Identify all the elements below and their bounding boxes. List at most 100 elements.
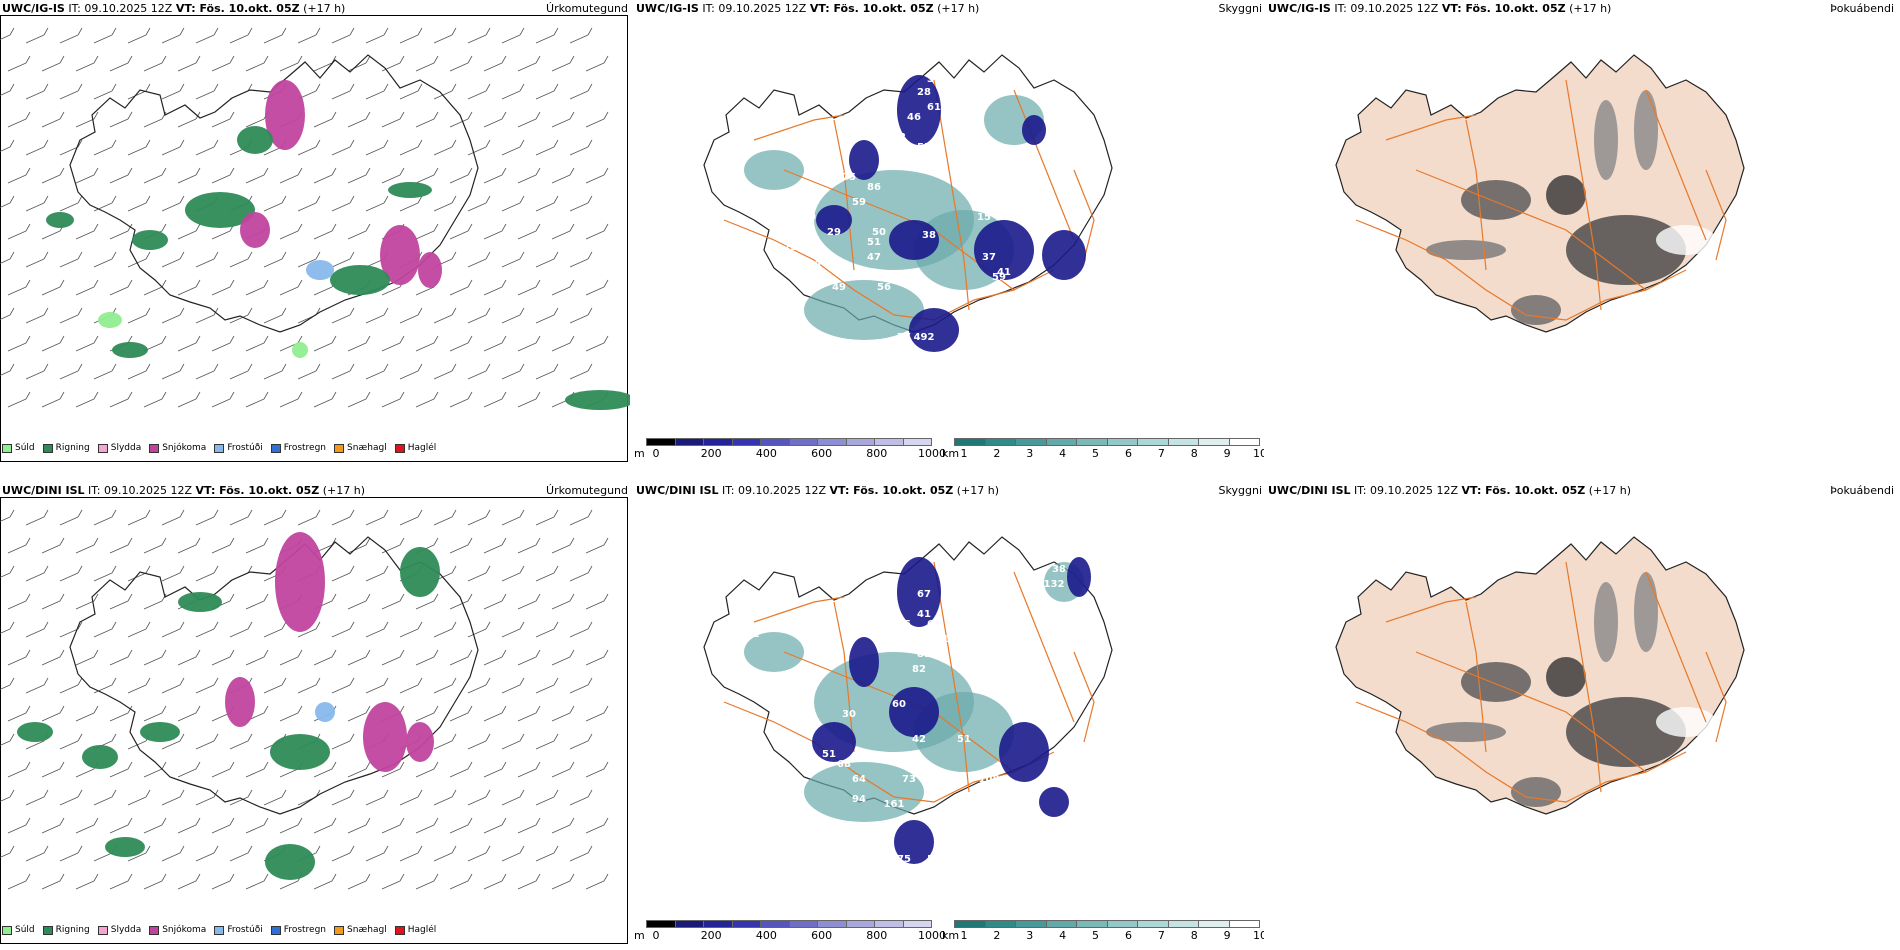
wind-barb: [313, 223, 337, 240]
wind-barb: [109, 705, 133, 722]
legend-swatch: [270, 443, 281, 453]
colorbar-tick: 7: [1157, 929, 1165, 942]
road: [1645, 571, 1707, 723]
wind-barb: [517, 593, 541, 610]
wind-barb: [365, 139, 389, 156]
wind-barb: [177, 279, 201, 296]
panel-title: Úrkomutegund: [546, 484, 628, 497]
wind-barb: [263, 621, 287, 638]
wind-barb: [585, 593, 609, 610]
colorbar-cell: [1138, 439, 1169, 445]
cloud-base-area: [894, 820, 934, 864]
fog-area: [1594, 100, 1618, 180]
wind-barb: [569, 677, 593, 694]
colorbar-cell: [1229, 439, 1259, 445]
wind-barb: [517, 705, 541, 722]
wind-barb: [93, 789, 117, 806]
precip-frame: [0, 497, 628, 944]
precip-legend: Súld Rigning Slydda Snjókoma Frostúði Frostre…: [2, 922, 436, 938]
legend-item: Snjókoma: [149, 443, 206, 453]
wind-barb: [109, 223, 133, 240]
legend-swatch: [2, 925, 12, 935]
it-prefix: IT:: [68, 2, 81, 15]
precip-area: [82, 745, 118, 769]
colorbar-tick: 8: [1190, 929, 1198, 942]
road: [1073, 651, 1095, 743]
wind-barb: [177, 649, 201, 666]
precip-area: [178, 592, 222, 612]
wind-barbs: [0, 27, 609, 408]
wind-barb: [93, 509, 117, 526]
colorbar-tick: 2: [993, 447, 1001, 460]
precip-area: [418, 252, 442, 288]
wind-barb: [399, 677, 423, 694]
wind-barb: [41, 817, 65, 834]
colorbar-cell: [1168, 439, 1199, 445]
wind-barb: [59, 83, 83, 100]
wind-barb: [331, 27, 355, 44]
colorbar-unit: km: [942, 929, 960, 942]
wind-barb: [161, 621, 185, 638]
wind-barb: [41, 537, 65, 554]
wind-barb: [399, 509, 423, 526]
wind-barb: [75, 167, 99, 184]
wind-barb: [399, 195, 423, 212]
colorbar-tick: 3: [1026, 929, 1034, 942]
wind-barb: [483, 593, 507, 610]
cloud-base-value: 15: [977, 212, 991, 223]
wind-barb: [501, 251, 525, 268]
wind-barb: [551, 167, 575, 184]
lead-time: (+17 h): [322, 484, 366, 497]
wind-barb: [415, 223, 439, 240]
wind-barb: [211, 761, 235, 778]
colorbar-unit: km: [942, 447, 960, 460]
colorbar-unit: m: [634, 929, 645, 942]
precip-area: [240, 212, 270, 248]
road: [1355, 219, 1527, 316]
colorbar-tick: 3: [1026, 447, 1034, 460]
legend-swatch: [394, 443, 405, 453]
wind-barb: [75, 817, 99, 834]
wind-barb: [449, 391, 473, 408]
cloud-base-area: [1039, 787, 1069, 817]
cloud-base-value: 51: [822, 749, 836, 760]
wind-barb: [75, 111, 99, 128]
road: [753, 114, 845, 141]
wind-barb: [0, 307, 15, 320]
wind-barb: [585, 537, 609, 554]
wind-barb: [109, 593, 133, 610]
cloud-base-value: 63: [982, 814, 996, 825]
wind-barb: [517, 817, 541, 834]
legend-label: Rigning: [55, 925, 90, 935]
wind-barb: [7, 167, 31, 184]
wind-barb: [263, 27, 287, 44]
wind-barb: [211, 873, 235, 890]
wind-barb: [569, 83, 593, 100]
wind-barb: [195, 363, 219, 380]
road: [1073, 169, 1095, 261]
wind-barb: [517, 111, 541, 128]
wind-barb: [245, 593, 269, 610]
wind-barb: [467, 27, 491, 44]
wind-barb: [585, 761, 609, 778]
wind-barb: [347, 537, 371, 554]
cloud-base-value: 37: [982, 252, 996, 263]
wind-barb: [127, 139, 151, 156]
road: [753, 596, 845, 623]
wind-barb: [415, 335, 439, 352]
legend-item: Snæhagl: [334, 443, 387, 453]
wind-barb: [59, 677, 83, 694]
legend-item: Súld: [2, 925, 35, 935]
cloud-panel-1: UWC/IG-IS IT: 09.10.2025 12Z VT: Fös. 10…: [634, 0, 1264, 465]
wind-barb: [143, 391, 167, 408]
it-time: 09.10.2025 12Z: [104, 484, 193, 497]
wind-barb: [415, 391, 439, 408]
wind-barb: [297, 251, 321, 268]
wind-barb: [501, 845, 525, 862]
wind-barb: [483, 649, 507, 666]
model-name: UWC/IG-IS: [1268, 2, 1331, 15]
wind-barb: [313, 167, 337, 184]
wind-barb: [535, 83, 559, 100]
valid-time: VT: Fös. 10.okt. 05Z: [175, 2, 300, 15]
